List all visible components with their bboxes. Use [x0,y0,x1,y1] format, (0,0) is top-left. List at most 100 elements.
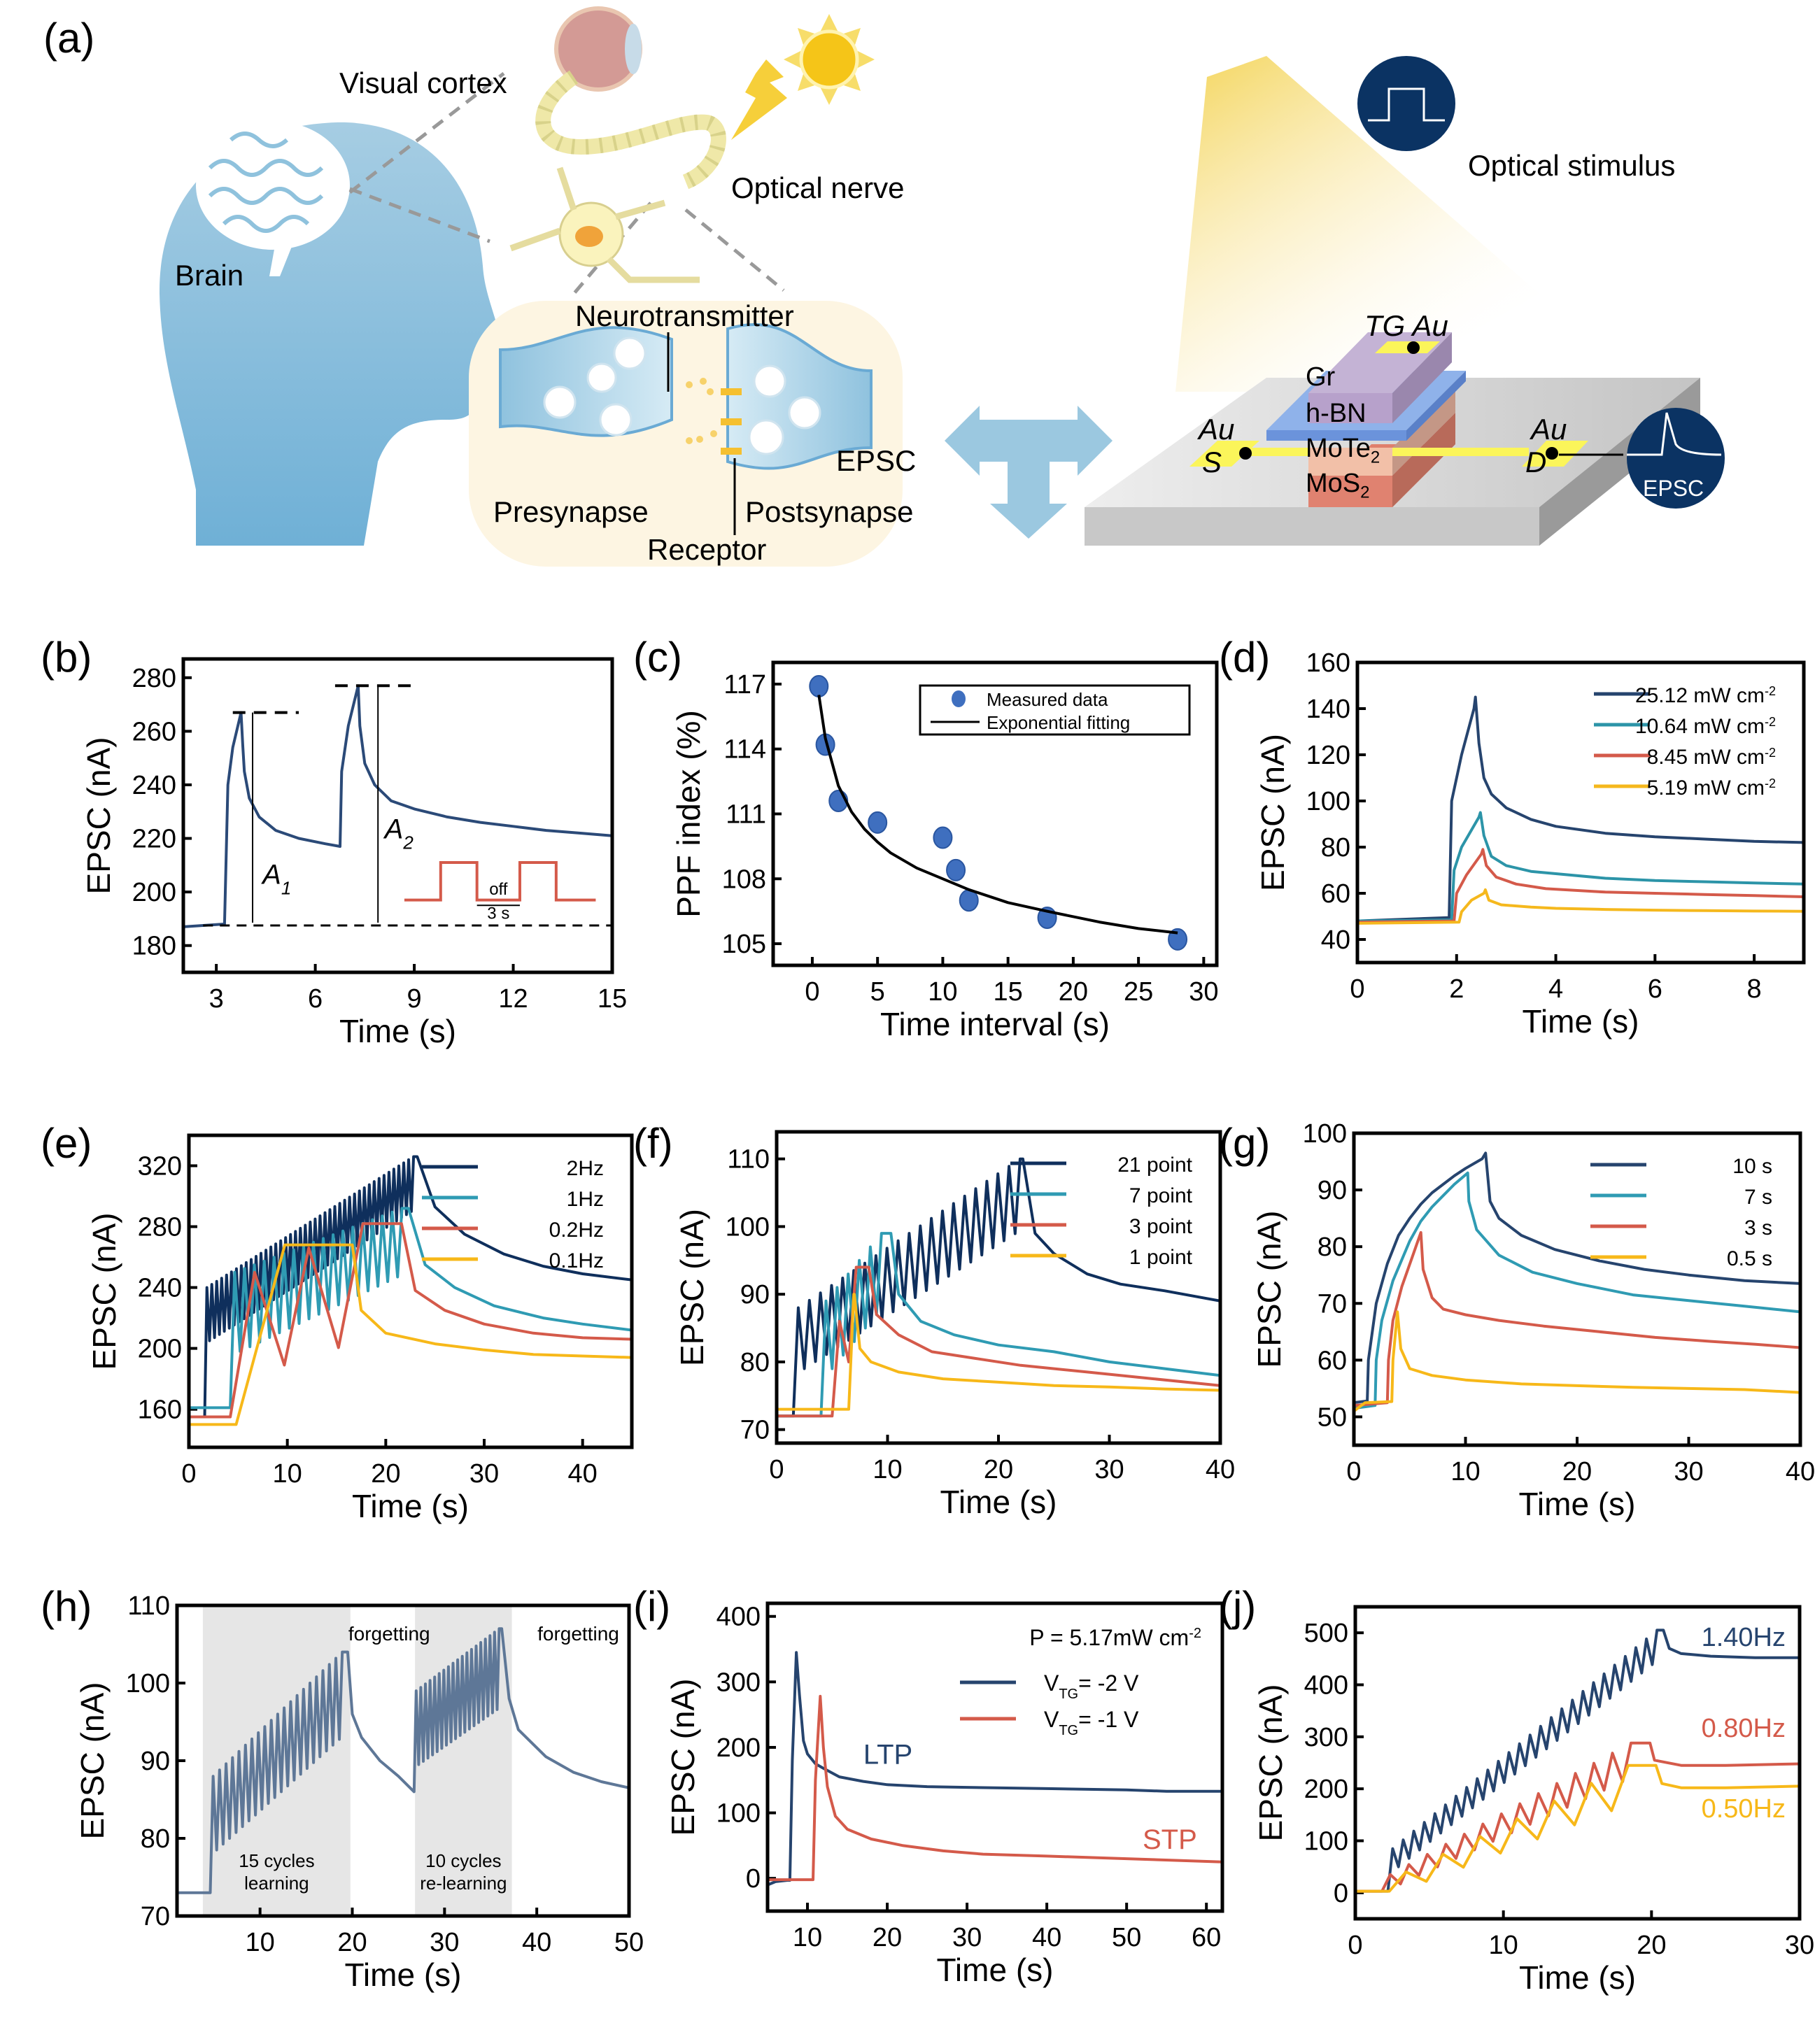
y-tick-label: 80 [1318,1233,1347,1262]
series-line-0 [183,684,612,928]
chart-g-group: 0 10 20 30 40 50 60 70 80 90 100 Time (s) EPSC (nA) 1… [1251,1119,1815,1522]
x-tick-label: 10 [793,1923,822,1952]
x-tick-label: 50 [1112,1923,1141,1952]
series-line-3 [1357,888,1804,925]
legend-label: 7 point [1129,1184,1193,1207]
x-tick-label: 40 [1206,1455,1235,1484]
y-tick-label: 90 [740,1280,770,1310]
series-line-0 [768,1651,1222,1887]
x-tick-label: 40 [568,1459,598,1489]
x-tick-label: 9 [407,984,422,1014]
x-tick-label: 10 [928,977,957,1007]
neuron-icon [509,166,700,283]
series-label: 1.40Hz [1702,1623,1786,1652]
x-tick-label: 10 [1450,1457,1480,1486]
y-tick-label: 200 [138,1335,182,1364]
plot-frame [1353,1605,1802,1921]
series-line-3 [189,1243,632,1426]
plot-frame [775,1130,1222,1445]
x-tick-label: 8 [1747,974,1762,1004]
y-tick-label: 70 [141,1902,170,1931]
lightning-icon [731,59,787,140]
panel-label-b: (b) [41,634,92,681]
series-line-1 [1354,1171,1800,1410]
y-tick-label: 320 [138,1152,182,1181]
label-au-drain: Au [1531,413,1567,446]
y-tick-label: 220 [132,825,176,854]
series-group [777,1157,1220,1418]
y-tick-label: 108 [722,865,766,894]
y-tick-label: 260 [132,717,176,746]
x-tick-label: 0 [1348,1931,1362,1960]
plot-frame [1355,660,1806,965]
series-group [183,684,612,928]
legend-label: 25.12 mW cm-2 [1635,684,1776,707]
x-tick-label: 15 [994,977,1023,1007]
label-epsc-badge: EPSC [1643,476,1704,501]
series-line-2 [1355,1763,1800,1893]
y-tick-label: 280 [132,664,176,693]
legend-label: VTG= -2 V [1044,1670,1139,1702]
legend-label: 5.19 mW cm-2 [1647,776,1776,800]
legend-label: 0.5 s [1727,1247,1772,1270]
data-point [868,811,888,834]
y-tick-label: 100 [1306,787,1350,816]
label-au-source: Au [1199,413,1235,446]
label-mote2: MoTe2 [1306,434,1380,467]
legend-label: 21 point [1117,1154,1192,1177]
label-neurotransmitter: Neurotransmitter [575,299,794,332]
y-tick-label: 80 [1321,833,1350,863]
label-visual-cortex: Visual cortex [339,66,507,99]
series-line-0 [177,1627,629,1894]
data-point [1168,928,1188,951]
y-axis-label: EPSC (nA) [74,1682,111,1840]
y-tick-label: 105 [722,930,766,959]
series-label: 0.50Hz [1702,1794,1786,1824]
y-tick-label: 111 [726,800,766,830]
y-tick-label: 50 [1318,1403,1347,1432]
x-tick-label: 30 [430,1928,459,1957]
x-tick-label: 30 [1785,1931,1814,1960]
y-axis-label: PPF index (%) [670,710,707,918]
x-tick-label: 50 [614,1928,644,1957]
forgetting-label: forgetting [348,1623,430,1645]
y-tick-label: 240 [138,1274,182,1303]
y-tick-label: 100 [126,1669,170,1698]
label-mos2: MoS2 [1306,469,1370,502]
forgetting-label: forgetting [537,1623,619,1645]
y-tick-label: 110 [127,1591,170,1621]
eye-icon [554,6,642,92]
series-group [809,675,1188,951]
y-tick-label: 60 [1318,1346,1347,1375]
x-tick-label: 40 [1786,1457,1815,1486]
y-axis-label: EPSC (nA) [1252,1684,1289,1842]
y-tick-label: 160 [138,1396,182,1425]
x-axis-label: Time (s) [937,1952,1054,1988]
series-line-2 [777,1265,1220,1418]
x-tick-label: 5 [870,977,885,1007]
off-label: off [489,880,508,899]
x-tick-label: 40 [522,1928,551,1957]
x-tick-label: 0 [1346,1457,1361,1486]
label-optical-nerve: Optical nerve [731,171,905,204]
legend-label: 0.1Hz [549,1249,604,1272]
chart-d-group: 0 2 4 6 8 40 60 80 100 120 140 160 Time (s) EPSC (nA)… [1255,648,1806,1039]
x-tick-label: 30 [469,1459,499,1489]
y-tick-label: 60 [1321,879,1350,909]
y-axis-label: EPSC (nA) [80,737,117,895]
x-tick-label: 12 [498,984,528,1014]
panel-label-i: (i) [633,1583,671,1630]
y-axis-label: EPSC (nA) [1255,734,1291,891]
data-point [809,675,829,698]
series-group [177,1627,629,1894]
x-tick-label: 0 [769,1455,784,1484]
chart-f-group: 0 10 20 30 40 70 80 90 100 110 Time (s) EPSC (nA) 21… [674,1130,1235,1520]
y-axis-label: EPSC (nA) [674,1209,710,1366]
series-line-0 [1354,1151,1800,1405]
y-tick-label: 200 [1304,1775,1348,1804]
x-tick-label: 30 [1674,1457,1703,1486]
data-point [946,858,966,881]
sun-icon [731,14,875,140]
x-axis-label: Time (s) [1519,1959,1636,1996]
panel-label-f: (f) [633,1120,673,1167]
